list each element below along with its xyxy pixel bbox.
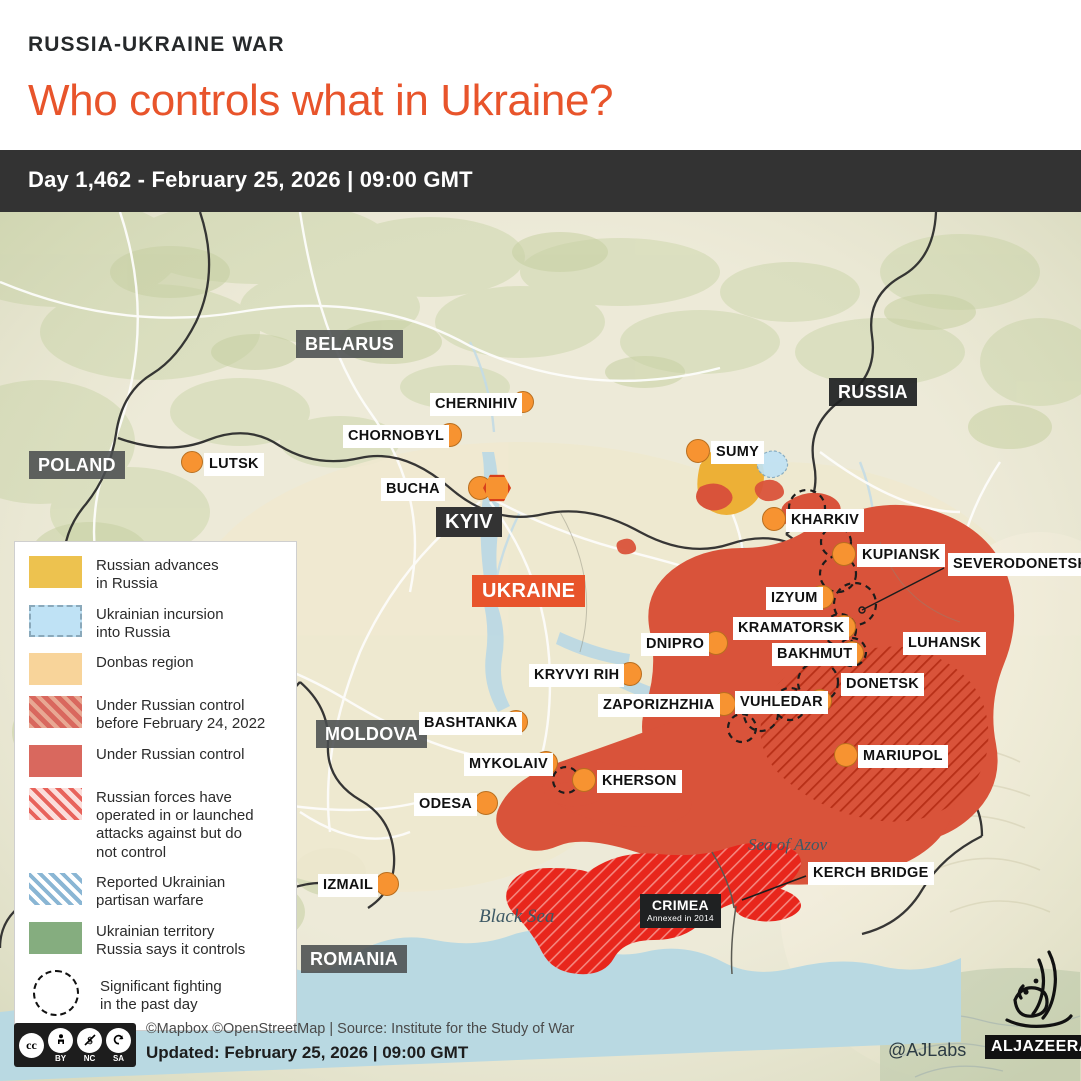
- cc-by-label: BY: [54, 1053, 67, 1063]
- swatch-solid-peach: [29, 653, 82, 686]
- city-dot-kharkiv[interactable]: [762, 507, 786, 531]
- swatch-hatch-blue: [29, 872, 82, 905]
- country-label-poland: POLAND: [29, 451, 125, 479]
- city-dot-kupiansk[interactable]: [832, 542, 856, 566]
- legend-label-2: Donbas region: [96, 654, 194, 672]
- date-bar-text: Day 1,462 - February 25, 2026 | 09:00 GM…: [28, 167, 473, 192]
- header: RUSSIA-UKRAINE WAR Who controls what in …: [0, 0, 1081, 150]
- country-label-moldova: MOLDOVA: [316, 720, 427, 748]
- city-label-bucha: BUCHA: [381, 478, 445, 501]
- country-label-romania: ROMANIA: [301, 945, 408, 973]
- city-label-vuhledar: VUHLEDAR: [735, 691, 828, 714]
- cc-mark: cc: [19, 1032, 44, 1058]
- country-label-ukraine: UKRAINE: [472, 575, 586, 607]
- city-label-kramatorsk: KRAMATORSK: [733, 617, 850, 640]
- city-label-severodonetsk: SEVERODONETSK: [948, 553, 1081, 576]
- kicker-label: RUSSIA-UKRAINE WAR: [28, 33, 285, 56]
- page-title: Who controls what in Ukraine?: [28, 76, 614, 125]
- city-label-luhansk: LUHANSK: [903, 632, 986, 655]
- city-label-dnipro: DNIPRO: [641, 633, 710, 656]
- label-kerch-bridge: KERCH BRIDGE: [808, 862, 934, 885]
- legend-label-4: Under Russian control: [96, 745, 245, 763]
- date-bar: Day 1,462 - February 25, 2026 | 09:00 GM…: [0, 150, 1081, 212]
- cc-by: BY: [48, 1027, 73, 1063]
- legend-label-5: Russian forces have operated in or launch…: [96, 788, 254, 861]
- city-dot-odesa[interactable]: [474, 791, 498, 815]
- cc-nc-label: NC: [83, 1053, 96, 1063]
- region-label-crimea: CRIMEA Annexed in 2014: [640, 894, 721, 928]
- city-dot-kherson[interactable]: [572, 768, 596, 792]
- city-label-sumy: SUMY: [711, 441, 765, 464]
- swatch-dashed-lightblue: [29, 604, 82, 637]
- city-dot-kryvyi-rih[interactable]: [618, 662, 642, 686]
- crimea-title: CRIMEA: [651, 897, 709, 913]
- city-label-mykolaiv: MYKOLAIV: [464, 753, 553, 776]
- legend-label-3: Under Russian control before February 24,…: [96, 697, 266, 733]
- map-canvas[interactable]: BELARUS RUSSIA POLAND MOLDOVA ROMANIA UK…: [0, 212, 1081, 1081]
- city-label-chornobyl: CHORNOBYL: [343, 425, 450, 448]
- ajlabs-handle: @AJLabs: [888, 1040, 967, 1060]
- legend-label-1: Ukrainian incursion into Russia: [96, 605, 224, 641]
- city-label-izyum: IZYUM: [766, 587, 823, 610]
- cc-circle-icon: cc: [19, 1032, 44, 1058]
- city-label-kupiansk: KUPIANSK: [857, 544, 946, 567]
- swatch-solid-yellow: [29, 556, 82, 588]
- legend-label-7: Ukrainian territory Russia says it contro…: [96, 922, 246, 958]
- city-dot-izmail[interactable]: [375, 872, 399, 896]
- legend-label-6: Reported Ukrainian partisan warfare: [96, 873, 226, 910]
- legend-item-donbas-region: Donbas region: [29, 653, 286, 686]
- aljazeera-arabic-logo-icon: [1005, 950, 1073, 1028]
- city-label-kherson: KHERSON: [597, 770, 682, 793]
- cc-sa-label: SA: [112, 1053, 125, 1063]
- city-label-izmail: IZMAIL: [318, 874, 379, 897]
- city-label-kryvyi-rih: KRYVYI RIH: [529, 664, 625, 687]
- city-label-mariupol: MARIUPOL: [858, 745, 948, 768]
- share-alike-icon: [106, 1027, 131, 1053]
- crimea-subtitle: Annexed in 2014: [647, 913, 714, 923]
- legend-item-ukrainian-incursion: Ukrainian incursion into Russia: [29, 604, 286, 643]
- swatch-solid-red: [29, 744, 82, 777]
- no-commercial-icon: $: [77, 1027, 102, 1053]
- city-label-zaporizhzhia: ZAPORIZHZHIA: [598, 694, 720, 717]
- city-label-odesa: ODESA: [414, 793, 478, 816]
- city-label-kharkiv: KHARKIV: [786, 509, 865, 532]
- person-icon: [48, 1027, 73, 1053]
- legend-item-operated-not-control: Russian forces have operated in or launch…: [29, 787, 286, 862]
- updated-timestamp: Updated: February 25, 2026 | 09:00 GMT: [146, 1043, 469, 1062]
- svg-text:$: $: [87, 1035, 93, 1047]
- swatch-hatch-pink: [29, 787, 82, 820]
- city-label-donetsk: DONETSK: [841, 673, 924, 696]
- legend-item-ukrainian-territory-claimed: Ukrainian territory Russia says it contro…: [29, 921, 286, 960]
- swatch-solid-green: [29, 921, 82, 954]
- swatch-dashed-circle: [33, 970, 79, 1017]
- city-dot-sumy[interactable]: [686, 439, 710, 463]
- cc-nc: $ NC: [77, 1027, 102, 1063]
- sea-label-black-sea: Black Sea: [479, 906, 555, 927]
- legend-item-russian-advances: Russian advances in Russia: [29, 556, 286, 594]
- aljazeera-wordmark: ALJAZEERA: [985, 1035, 1081, 1059]
- city-dot-mariupol[interactable]: [834, 743, 858, 767]
- sea-label-azov: Sea of Azov: [748, 835, 828, 854]
- city-label-lutsk: LUTSK: [204, 453, 264, 476]
- city-label-bakhmut: BAKHMUT: [772, 643, 858, 666]
- creative-commons-badge: cc BY $ NC SA: [14, 1023, 136, 1067]
- swatch-hatch-salmon: [29, 696, 82, 729]
- city-label-bashtanka: BASHTANKA: [419, 712, 523, 735]
- map-credit: ©Mapbox ©OpenStreetMap | Source: Institu…: [146, 1021, 575, 1037]
- legend-label-0: Russian advances in Russia: [96, 557, 219, 593]
- legend-item-partisan-warfare: Reported Ukrainian partisan warfare: [29, 872, 286, 911]
- country-label-belarus: BELARUS: [296, 330, 404, 358]
- country-label-russia: RUSSIA: [829, 378, 917, 406]
- legend-label-8: Significant fighting in the past day: [100, 978, 222, 1014]
- city-label-chernihiv: CHERNIHIV: [430, 393, 523, 416]
- cc-sa: SA: [106, 1027, 131, 1063]
- legend-panel: Russian advances in Russia Ukrainian incu…: [14, 541, 297, 1032]
- legend-item-under-russian-control: Under Russian control: [29, 744, 286, 777]
- city-label-kyiv: KYIV: [436, 507, 502, 537]
- legend-item-significant-fighting: Significant fighting in the past day: [29, 970, 286, 1017]
- city-dot-lutsk[interactable]: [181, 451, 203, 473]
- legend-item-control-before-2022: Under Russian control before February 24,…: [29, 696, 286, 734]
